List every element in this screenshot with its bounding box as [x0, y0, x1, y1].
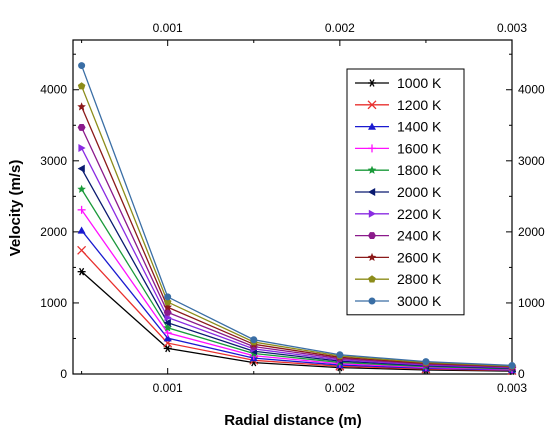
data-point: [164, 293, 172, 301]
legend-label: 2600 K: [397, 249, 442, 265]
y-tick-label: 2000: [40, 225, 67, 239]
data-point: [163, 334, 172, 342]
data-point: [77, 226, 86, 234]
legend-marker: [367, 100, 377, 110]
legend-label: 1600 K: [397, 140, 442, 156]
y-tick-label: 0: [60, 367, 67, 381]
marker-stroke: [79, 267, 85, 276]
data-point: [508, 361, 516, 369]
y-tick-label: 4000: [40, 83, 67, 97]
y-right-tick-label: 2000: [518, 225, 545, 239]
legend-item: 3000 K: [355, 293, 442, 309]
legend-item: 2800 K: [355, 271, 442, 287]
y-tick-label: 1000: [40, 296, 67, 310]
legend-item: 2000 K: [355, 184, 442, 200]
data-point: [77, 164, 85, 173]
data-point: [163, 302, 172, 311]
series-line: [81, 249, 513, 372]
legend-marker: [368, 275, 376, 283]
x-tick-label: 0.003: [497, 381, 527, 395]
legend-item: 1800 K: [355, 162, 442, 178]
series-line: [81, 209, 513, 371]
data-point: [422, 358, 430, 366]
data-point: [163, 298, 172, 306]
data-point: [78, 62, 86, 70]
data-point: [77, 123, 86, 131]
y-right-tick-label: 4000: [518, 83, 545, 97]
data-point: [163, 308, 172, 316]
legend-marker: [368, 79, 376, 87]
series-line: [81, 147, 513, 369]
data-point: [77, 245, 87, 255]
legend-label: 2800 K: [397, 271, 442, 287]
data-point: [163, 323, 172, 332]
x-axis-title: Radial distance (m): [224, 412, 362, 429]
legend-label: 1400 K: [397, 119, 442, 135]
data-point: [77, 267, 86, 276]
series-group: [77, 123, 516, 371]
series-line: [81, 271, 513, 372]
series-group: [77, 62, 517, 376]
legend-label: 1800 K: [397, 162, 442, 178]
legend-label: 3000 K: [397, 293, 442, 309]
legend-marker: [368, 144, 376, 153]
legend-marker: [368, 188, 376, 196]
x-top-tick-label: 0.001: [153, 21, 183, 35]
legend-label: 1200 K: [397, 97, 442, 113]
x-tick-label: 0.002: [325, 381, 355, 395]
legend-item: 1200 K: [355, 97, 442, 113]
legend-marker: [368, 232, 376, 240]
legend-label: 2400 K: [397, 228, 442, 244]
legend-label: 2000 K: [397, 184, 442, 200]
series-line: [81, 85, 513, 367]
marker-stroke: [165, 344, 171, 353]
data-point: [163, 328, 172, 337]
legend-marker: [368, 122, 376, 130]
data-point: [163, 318, 171, 327]
data-point: [250, 336, 258, 344]
data-point: [77, 205, 86, 214]
x-tick-label: 0.001: [153, 381, 183, 395]
series-line: [81, 230, 513, 371]
series-line: [81, 106, 513, 368]
legend-label: 1000 K: [397, 75, 442, 91]
legend-item: 1400 K: [355, 119, 442, 135]
series-line: [81, 168, 513, 369]
series-group: [78, 62, 516, 369]
legend-item: 2200 K: [355, 206, 442, 222]
data-point: [77, 102, 86, 111]
data-point: [78, 144, 86, 153]
data-point: [77, 184, 86, 193]
y-tick-label: 3000: [40, 154, 67, 168]
marker-stroke: [369, 79, 375, 87]
legend-marker: [367, 252, 377, 262]
y-right-tick-label: 1000: [518, 296, 545, 310]
x-top-tick-label: 0.002: [325, 21, 355, 35]
legend-marker: [368, 209, 376, 218]
data-point: [336, 351, 344, 359]
y-right-tick-label: 0: [518, 367, 525, 381]
data-point: [77, 82, 86, 90]
y-axis-title: Velocity (m/s): [7, 160, 24, 257]
series-line: [81, 188, 513, 370]
legend-marker: [368, 297, 376, 305]
legend-marker: [367, 165, 377, 174]
marker-stroke: [77, 245, 87, 255]
legend-item: 2600 K: [355, 249, 442, 265]
plot-frame: [72, 39, 513, 375]
legend-item: 1000 K: [355, 75, 442, 91]
series-line: [81, 127, 513, 368]
legend-item: 2400 K: [355, 228, 442, 244]
y-right-tick-label: 3000: [518, 154, 545, 168]
legend-item: 1600 K: [355, 140, 442, 156]
x-top-tick-label: 0.003: [497, 21, 527, 35]
legend-label: 2200 K: [397, 206, 442, 222]
legend: 1000 K 1200 K 1400 K 1600 K 1800 K 2000 K 2200…: [346, 68, 465, 316]
marker-stroke: [367, 100, 377, 110]
data-point: [163, 344, 172, 353]
series-line: [81, 65, 513, 367]
